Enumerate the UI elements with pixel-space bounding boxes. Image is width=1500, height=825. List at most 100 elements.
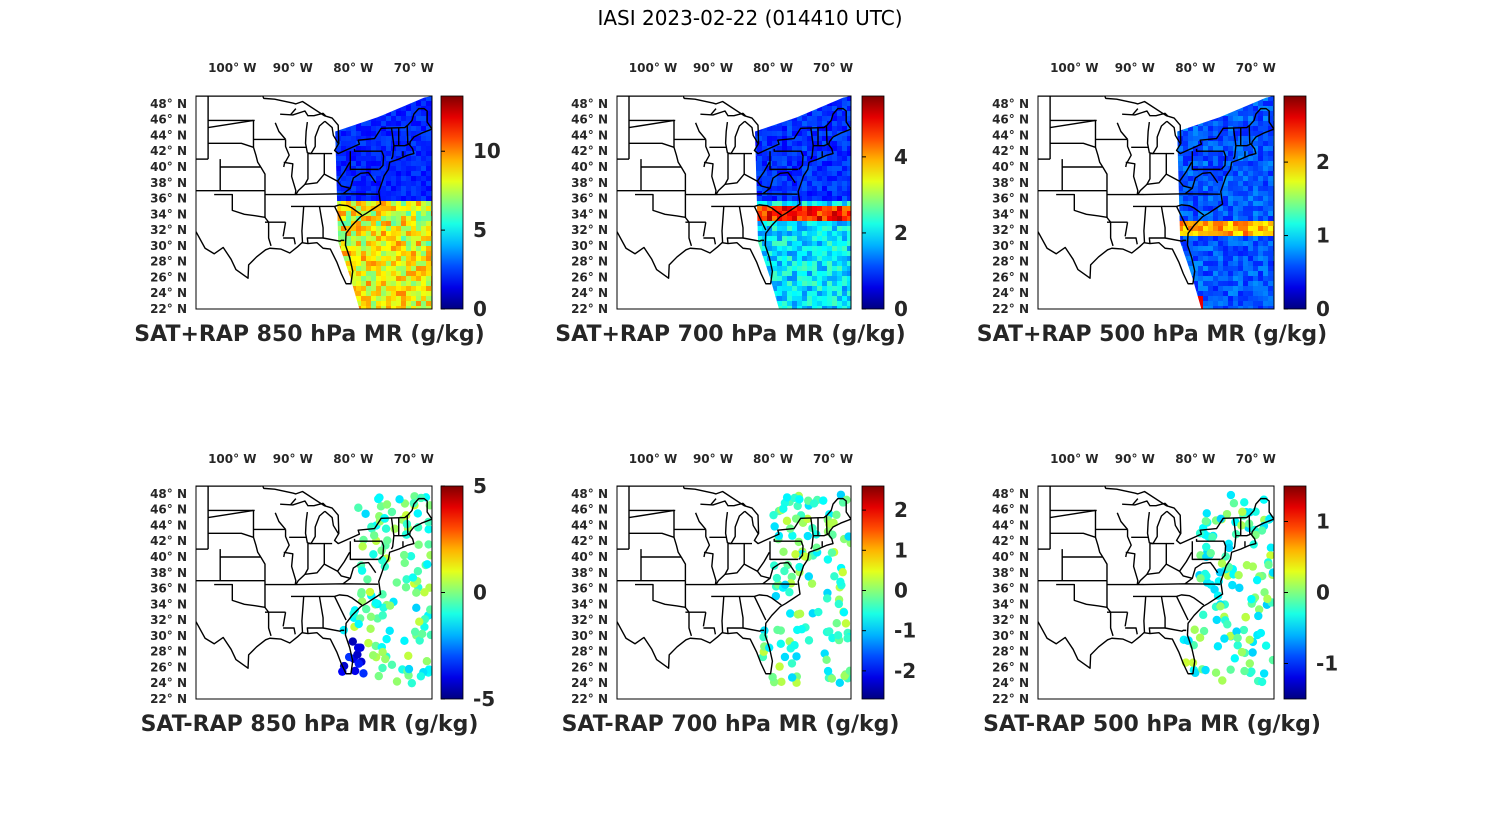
lat-tick-label: 48° N bbox=[992, 97, 1029, 111]
boundary-line bbox=[700, 110, 746, 117]
data-point bbox=[364, 638, 373, 648]
data-point bbox=[845, 666, 851, 676]
boundary-line bbox=[628, 119, 675, 129]
boundary-line bbox=[721, 206, 725, 243]
data-point bbox=[1226, 490, 1236, 500]
lat-tick-label: 40° N bbox=[992, 160, 1029, 174]
map-panel-6: 100° W 90° W 80° W 70° W 48° N 46° N44° N 42° … bbox=[983, 452, 1338, 737]
data-point bbox=[353, 650, 362, 659]
boundary-line bbox=[1102, 166, 1108, 191]
data-point bbox=[1202, 509, 1211, 518]
data-point bbox=[1199, 626, 1209, 636]
data-point bbox=[1220, 634, 1229, 643]
boundary-line bbox=[1166, 510, 1181, 534]
data-point bbox=[795, 495, 804, 504]
lat-tick-label: 36° N bbox=[150, 192, 187, 206]
data-point bbox=[1248, 648, 1257, 657]
boundary-line bbox=[291, 204, 363, 216]
data-point bbox=[1211, 668, 1221, 677]
observation-points bbox=[758, 490, 851, 687]
lat-tick-label: 34° N bbox=[571, 597, 608, 611]
data-point bbox=[823, 555, 833, 564]
data-point bbox=[410, 492, 419, 501]
boundary-line bbox=[1124, 612, 1129, 627]
boundary-line bbox=[617, 486, 851, 545]
boundary-line bbox=[1166, 120, 1181, 144]
boundary-line bbox=[1133, 594, 1205, 606]
boundary-line bbox=[390, 127, 395, 160]
lat-tick-label: 42° N bbox=[571, 534, 608, 548]
data-layer bbox=[1179, 490, 1274, 687]
data-point bbox=[1254, 605, 1264, 614]
boundary-line bbox=[710, 498, 717, 506]
colorbar-tick-label: 1 bbox=[894, 538, 908, 562]
lon-tick-label: 100° W bbox=[1050, 61, 1098, 75]
boundary-line bbox=[744, 510, 759, 534]
lat-tick-label: 36° N bbox=[150, 582, 187, 596]
boundary-line bbox=[1232, 517, 1237, 550]
data-point bbox=[786, 609, 795, 618]
boundary-line bbox=[684, 580, 693, 637]
data-point bbox=[827, 674, 837, 683]
data-point bbox=[1241, 613, 1251, 622]
boundary-line bbox=[1116, 512, 1129, 530]
lat-tick-label: 36° N bbox=[571, 582, 608, 596]
boundary-line bbox=[700, 500, 746, 507]
colorbar-tick-label: -2 bbox=[894, 659, 916, 683]
boundary-line bbox=[1195, 148, 1227, 170]
lat-tick-label: 28° N bbox=[992, 255, 1029, 269]
data-point bbox=[383, 536, 392, 545]
lat-tick-label: 44° N bbox=[992, 128, 1029, 142]
boundary-line bbox=[353, 538, 385, 560]
panel-title: SAT+RAP 850 hPa MR (g/kg) bbox=[134, 322, 484, 347]
boundary-line bbox=[1106, 193, 1221, 196]
colorbar-tick-label: 0 bbox=[894, 297, 908, 321]
lon-tick-label: 100° W bbox=[1050, 452, 1098, 466]
lon-tick-label: 70° W bbox=[394, 452, 434, 466]
panel-title: SAT-RAP 700 hPa MR (g/kg) bbox=[562, 712, 900, 737]
data-point bbox=[1190, 625, 1199, 634]
data-point bbox=[413, 566, 423, 576]
boundary-line bbox=[703, 139, 711, 168]
lon-tick-label: 80° W bbox=[753, 61, 793, 75]
data-point bbox=[819, 496, 828, 505]
data-point bbox=[1247, 667, 1256, 676]
data-point bbox=[791, 550, 800, 559]
data-point bbox=[379, 603, 388, 612]
data-point bbox=[1233, 633, 1242, 643]
data-point bbox=[830, 572, 839, 581]
data-point bbox=[807, 579, 817, 588]
data-point bbox=[832, 510, 841, 520]
data-point bbox=[760, 626, 769, 635]
data-point bbox=[792, 652, 801, 661]
boundary-line bbox=[208, 532, 254, 538]
lat-tick-label: 22° N bbox=[571, 692, 608, 706]
map-frame bbox=[616, 95, 852, 310]
data-point bbox=[780, 652, 790, 662]
data-point bbox=[774, 531, 784, 540]
data-point bbox=[1260, 588, 1269, 597]
boundary-line bbox=[264, 193, 379, 196]
figure-title: IASI 2023-02-22 (014410 UTC) bbox=[597, 6, 903, 30]
data-point bbox=[1221, 552, 1230, 561]
boundary-line bbox=[1094, 120, 1104, 168]
boundary-line bbox=[1195, 538, 1227, 560]
data-point bbox=[1242, 560, 1252, 570]
data-point bbox=[423, 560, 432, 569]
data-point bbox=[833, 631, 843, 640]
boundary-line bbox=[1191, 541, 1221, 561]
lat-tick-label: 46° N bbox=[992, 113, 1029, 127]
boundary-line bbox=[283, 161, 297, 195]
boundary-line bbox=[769, 541, 799, 561]
boundary-line bbox=[196, 486, 432, 545]
map-panel-2: 100° W 90° W 80° W 70° W 48° N 46° N44° N 42° … bbox=[555, 61, 908, 347]
data-point bbox=[415, 636, 424, 645]
data-point bbox=[1213, 642, 1223, 651]
boundary-line bbox=[628, 509, 675, 519]
lon-tick-label: 100° W bbox=[208, 452, 256, 466]
boundary-line bbox=[1179, 570, 1193, 579]
data-point bbox=[354, 503, 363, 512]
boundary-line bbox=[393, 533, 410, 537]
colorbar-tick-label: 0 bbox=[1316, 581, 1330, 605]
boundary-line bbox=[711, 594, 782, 606]
